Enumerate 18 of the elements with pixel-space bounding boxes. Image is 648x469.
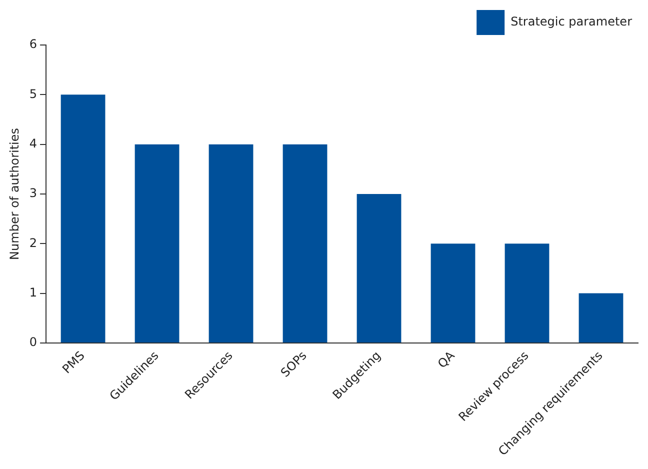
y-tick-label: 0	[29, 335, 38, 350]
x-tick-label: QA	[434, 348, 458, 371]
bar	[504, 244, 550, 342]
y-tick-label: 5	[29, 86, 38, 101]
bar	[356, 194, 402, 342]
bar	[578, 293, 624, 342]
bar	[208, 144, 254, 342]
y-tick-label: 1	[29, 285, 38, 300]
y-tick-label: 3	[29, 186, 38, 200]
y-axis-title: Number of authorities	[7, 128, 22, 260]
y-tick-label: 6	[29, 37, 38, 52]
bar	[282, 144, 328, 342]
legend-label: Strategic parameter	[510, 14, 632, 29]
bar	[60, 94, 106, 342]
y-tick-label: 4	[29, 136, 38, 150]
bar	[134, 144, 180, 342]
bar	[430, 244, 476, 342]
y-tick-label: 2	[29, 236, 38, 250]
